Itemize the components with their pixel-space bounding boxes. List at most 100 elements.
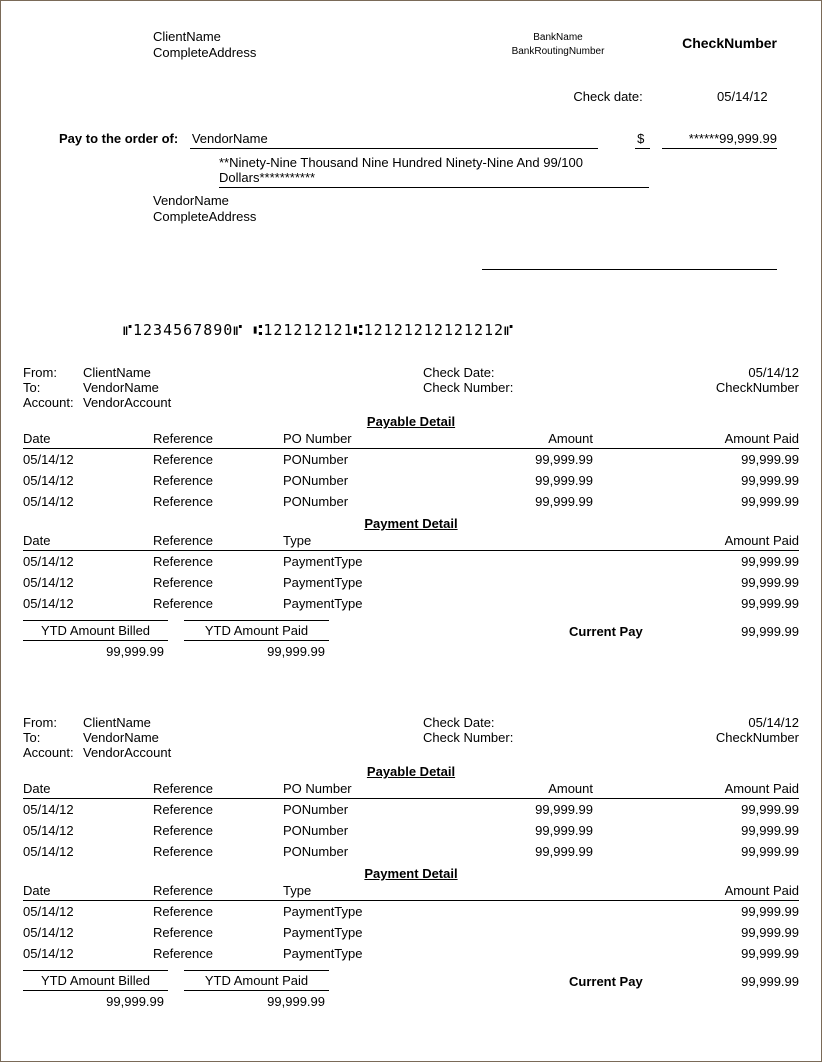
payment-rows: 05/14/12ReferencePaymentType99,999.9905/… <box>23 901 799 965</box>
col-amount: Amount <box>463 429 593 449</box>
cell-paid: 99,999.99 <box>593 841 799 862</box>
signature-line <box>482 269 777 270</box>
current-pay-value: 99,999.99 <box>709 970 799 1009</box>
cell-po: PONumber <box>283 470 463 491</box>
cell-date: 05/14/12 <box>23 841 153 862</box>
ytd-billed-value: 99,999.99 <box>23 641 168 659</box>
cell-reference: Reference <box>153 841 283 862</box>
cell-type: PaymentType <box>283 922 463 943</box>
payment-detail-title: Payment Detail <box>23 866 799 881</box>
ytd-billed-box: YTD Amount Billed 99,999.99 <box>23 970 168 1009</box>
col-date: Date <box>23 429 153 449</box>
table-row: 05/14/12ReferencePONumber99,999.9999,999… <box>23 841 799 862</box>
cell-amount: 99,999.99 <box>463 799 593 821</box>
cell-paid: 99,999.99 <box>593 943 799 964</box>
table-row: 05/14/12ReferencePONumber99,999.9999,999… <box>23 799 799 821</box>
payment-rows: 05/14/12ReferencePaymentType99,999.9905/… <box>23 551 799 615</box>
payment-detail-table: Date Reference Type Amount Paid 05/14/12… <box>23 531 799 614</box>
table-row: 05/14/12ReferencePaymentType99,999.99 <box>23 901 799 923</box>
spacer <box>345 970 569 1009</box>
cell-reference: Reference <box>153 593 283 614</box>
table-row: 05/14/12ReferencePONumber99,999.9999,999… <box>23 491 799 512</box>
cell-paid: 99,999.99 <box>593 572 799 593</box>
cell-date: 05/14/12 <box>23 572 153 593</box>
cell-reference: Reference <box>153 470 283 491</box>
account-value: VendorAccount <box>83 395 423 410</box>
cell-amount: 99,999.99 <box>463 491 593 512</box>
payable-detail-title: Payable Detail <box>23 414 799 429</box>
cell-date: 05/14/12 <box>23 491 153 512</box>
cell-type: PaymentType <box>283 901 463 923</box>
table-row: 05/14/12ReferencePONumber99,999.9999,999… <box>23 820 799 841</box>
check-date-value: 05/14/12 <box>543 715 799 730</box>
ytd-billed-box: YTD Amount Billed 99,999.99 <box>23 620 168 659</box>
cell-reference: Reference <box>153 572 283 593</box>
check-stub-2: From: ClientName Check Date: 05/14/12 To… <box>23 715 799 1009</box>
cell-po: PONumber <box>283 799 463 821</box>
cell-date: 05/14/12 <box>23 551 153 573</box>
ytd-paid-value: 99,999.99 <box>184 641 329 659</box>
col-date: Date <box>23 779 153 799</box>
col-po-number: PO Number <box>283 779 463 799</box>
bank-routing: BankRoutingNumber <box>498 45 618 59</box>
from-label: From: <box>23 715 83 730</box>
client-name: ClientName <box>153 29 256 45</box>
from-value: ClientName <box>83 365 423 380</box>
ytd-billed-label: YTD Amount Billed <box>23 620 168 641</box>
payee-name: VendorName <box>190 131 598 149</box>
check-number-label: Check Number: <box>423 730 543 745</box>
ytd-paid-label: YTD Amount Paid <box>184 970 329 991</box>
micr-line: ⑈1234567890⑈ ⑆121212121⑆12121212121212⑈ <box>123 321 514 339</box>
col-reference: Reference <box>153 531 283 551</box>
table-row: 05/14/12ReferencePONumber99,999.9999,999… <box>23 470 799 491</box>
payable-detail-table: Date Reference PO Number Amount Amount P… <box>23 779 799 862</box>
cell-paid: 99,999.99 <box>593 491 799 512</box>
ytd-paid-box: YTD Amount Paid 99,999.99 <box>184 970 329 1009</box>
check-date-label: Check Date: <box>423 715 543 730</box>
stub-head-row: Account: VendorAccount <box>23 395 799 410</box>
table-row: 05/14/12ReferencePaymentType99,999.99 <box>23 943 799 964</box>
cell-blank <box>463 593 593 614</box>
payable-rows: 05/14/12ReferencePONumber99,999.9999,999… <box>23 449 799 513</box>
col-blank <box>463 531 593 551</box>
cell-date: 05/14/12 <box>23 922 153 943</box>
check-number-label: Check Number: <box>423 380 543 395</box>
table-row: 05/14/12ReferencePONumber99,999.9999,999… <box>23 449 799 471</box>
stub-head-row: To: VendorName Check Number: CheckNumber <box>23 730 799 745</box>
cell-paid: 99,999.99 <box>593 593 799 614</box>
vendor-block: VendorName CompleteAddress <box>153 193 256 225</box>
cell-amount: 99,999.99 <box>463 841 593 862</box>
cell-reference: Reference <box>153 449 283 471</box>
check-number-value: CheckNumber <box>543 730 799 745</box>
cell-date: 05/14/12 <box>23 470 153 491</box>
from-value: ClientName <box>83 715 423 730</box>
payable-detail-title: Payable Detail <box>23 764 799 779</box>
bank-name: BankName <box>498 31 618 45</box>
cell-po: PONumber <box>283 449 463 471</box>
check-face: ClientName CompleteAddress BankName Bank… <box>23 21 799 351</box>
current-pay-value: 99,999.99 <box>709 620 799 659</box>
payable-rows: 05/14/12ReferencePONumber99,999.9999,999… <box>23 799 799 863</box>
col-reference: Reference <box>153 429 283 449</box>
cell-paid: 99,999.99 <box>593 470 799 491</box>
cell-paid: 99,999.99 <box>593 901 799 923</box>
spacer <box>345 620 569 659</box>
amount-words: **Ninety-Nine Thousand Nine Hundred Nine… <box>219 155 649 188</box>
cell-date: 05/14/12 <box>23 799 153 821</box>
cell-po: PONumber <box>283 491 463 512</box>
pay-to-order-row: Pay to the order of: VendorName $ ******… <box>59 131 777 149</box>
client-address: CompleteAddress <box>153 45 256 61</box>
pay-to-order-label: Pay to the order of: <box>59 131 178 146</box>
account-value: VendorAccount <box>83 745 423 760</box>
cell-date: 05/14/12 <box>23 593 153 614</box>
payable-detail-table: Date Reference PO Number Amount Amount P… <box>23 429 799 512</box>
cell-amount: 99,999.99 <box>463 470 593 491</box>
stub-head-row: To: VendorName Check Number: CheckNumber <box>23 380 799 395</box>
cell-type: PaymentType <box>283 572 463 593</box>
table-row: 05/14/12ReferencePaymentType99,999.99 <box>23 593 799 614</box>
ytd-paid-label: YTD Amount Paid <box>184 620 329 641</box>
ytd-paid-value: 99,999.99 <box>184 991 329 1009</box>
cell-reference: Reference <box>153 820 283 841</box>
to-label: To: <box>23 380 83 395</box>
dollar-sign: $ <box>635 131 650 149</box>
